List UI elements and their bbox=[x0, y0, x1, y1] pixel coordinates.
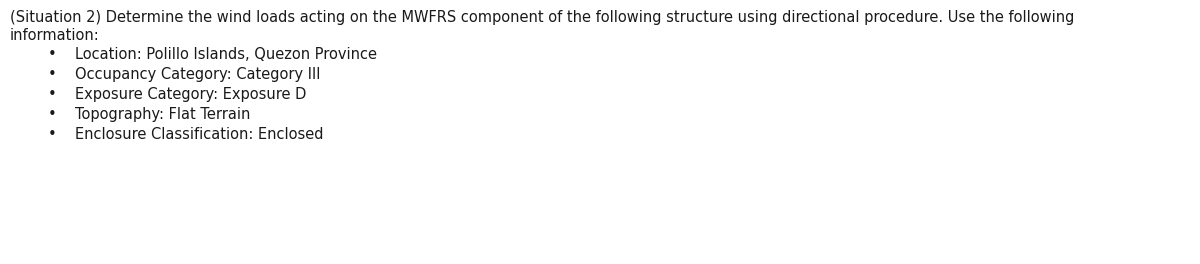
Text: Enclosure Classification: Enclosed: Enclosure Classification: Enclosed bbox=[74, 127, 324, 142]
Text: information:: information: bbox=[10, 28, 100, 43]
Text: •: • bbox=[48, 87, 56, 102]
Text: (Situation 2) Determine the wind loads acting on the MWFRS component of the foll: (Situation 2) Determine the wind loads a… bbox=[10, 10, 1074, 25]
Text: Topography: Flat Terrain: Topography: Flat Terrain bbox=[74, 107, 251, 122]
Text: Occupancy Category: Category III: Occupancy Category: Category III bbox=[74, 67, 320, 82]
Text: •: • bbox=[48, 127, 56, 142]
Text: Exposure Category: Exposure D: Exposure Category: Exposure D bbox=[74, 87, 306, 102]
Text: •: • bbox=[48, 67, 56, 82]
Text: Location: Polillo Islands, Quezon Province: Location: Polillo Islands, Quezon Provin… bbox=[74, 47, 377, 62]
Text: •: • bbox=[48, 47, 56, 62]
Text: •: • bbox=[48, 107, 56, 122]
